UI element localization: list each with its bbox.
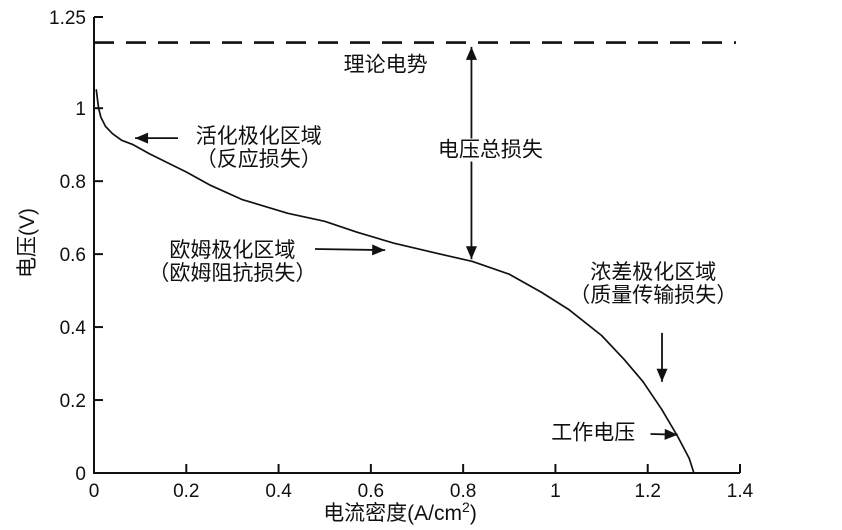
y-tick-label: 0.8 bbox=[60, 172, 86, 193]
activation-region-label-line-1: 活化极化区域 bbox=[195, 125, 322, 149]
y-axis-title: 电压(V) bbox=[16, 208, 39, 278]
activation-region-label-line-2: （反应损失） bbox=[195, 148, 322, 172]
concentration-region-label-line-1: 浓差极化区域 bbox=[590, 261, 717, 285]
total-voltage-loss-arrow-head bbox=[465, 46, 477, 60]
concentration-region-label-line-2: （质量传输损失） bbox=[569, 284, 738, 308]
activation-region-arrow-head bbox=[135, 132, 149, 144]
theoretical-potential-label-line-1: 理论电势 bbox=[343, 53, 428, 77]
total-voltage-loss-arrow-head bbox=[465, 246, 477, 260]
x-tick-label: 0.6 bbox=[358, 481, 384, 502]
x-axis-title-suffix: ) bbox=[469, 502, 477, 525]
y-tick-label: 0.4 bbox=[60, 318, 87, 339]
y-tick-label: 0.2 bbox=[60, 391, 86, 412]
series-polarization-curve bbox=[95, 89, 695, 474]
x-axis-title-text: 电流密度(A/cm bbox=[323, 502, 463, 525]
ohmic-region-label-line-2: （欧姆阻抗损失） bbox=[148, 262, 317, 286]
total-voltage-loss-label: 电压总损失 bbox=[433, 138, 547, 162]
x-tick-label: 1 bbox=[550, 481, 561, 502]
operating-voltage-label: 工作电压 bbox=[551, 421, 635, 444]
ohmic-region-label-line-1: 欧姆极化区域 bbox=[169, 239, 296, 263]
total-voltage-loss-label-line-1: 电压总损失 bbox=[437, 138, 543, 162]
y-tick-label: 0.6 bbox=[60, 245, 86, 266]
y-tick-label: 0 bbox=[75, 464, 86, 485]
x-tick-label: 0 bbox=[89, 481, 100, 502]
activation-region-label: 活化极化区域 （反应损失） bbox=[196, 125, 322, 171]
x-tick-label: 0.4 bbox=[265, 481, 292, 502]
y-tick-label: 1 bbox=[75, 99, 86, 120]
x-tick-label: 1.2 bbox=[635, 481, 661, 502]
operating-voltage-arrow-head bbox=[664, 428, 678, 440]
y-tick-label: 1.25 bbox=[49, 8, 86, 29]
operating-voltage-label-line-1: 工作电压 bbox=[551, 421, 636, 445]
x-axis-title-superscript: 2 bbox=[462, 499, 470, 515]
x-tick-label: 0.2 bbox=[173, 481, 199, 502]
x-tick-label: 1.4 bbox=[727, 481, 754, 502]
concentration-region-arrow-head bbox=[656, 368, 668, 382]
concentration-region-label: 浓差极化区域 （质量传输损失） bbox=[569, 261, 737, 307]
ohmic-region-label: 欧姆极化区域 （欧姆阻抗损失） bbox=[148, 239, 316, 285]
x-tick-label: 0.8 bbox=[450, 481, 476, 502]
ohmic-region-arrow-head bbox=[372, 244, 386, 256]
x-axis-title: 电流密度(A/cm2) bbox=[323, 497, 477, 527]
axis-spines bbox=[93, 17, 740, 474]
theoretical-potential-label: 理论电势 bbox=[344, 54, 428, 77]
